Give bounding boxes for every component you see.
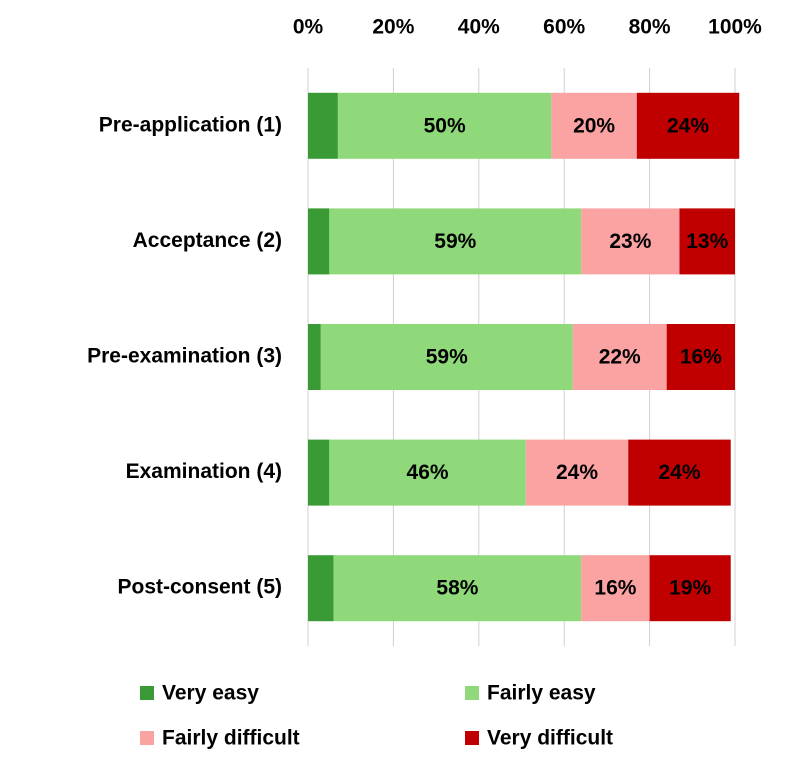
data-label: 46%: [407, 461, 449, 484]
y-tick-label: Acceptance (2): [133, 229, 282, 252]
data-label: 58%: [436, 577, 478, 600]
data-label: 19%: [669, 577, 711, 600]
bar-segment: [525, 439, 629, 506]
bar-segment: [679, 208, 735, 275]
bar-segment: [329, 439, 526, 506]
x-tick-label: 100%: [708, 16, 762, 39]
bar-segment: [308, 555, 334, 622]
legend-swatch: [140, 686, 154, 700]
bar-segment: [333, 555, 582, 622]
bar-segment: [337, 92, 552, 159]
x-tick-label: 60%: [543, 16, 585, 39]
bar-segment: [308, 324, 321, 390]
data-label: 20%: [573, 114, 615, 137]
bar-segment: [628, 439, 731, 506]
y-tick-label: Examination (4): [126, 460, 282, 483]
bar-segment: [308, 208, 330, 275]
data-label: 59%: [434, 230, 476, 253]
legend-swatch: [140, 731, 154, 745]
x-tick-label: 80%: [629, 16, 671, 39]
legend-label: Fairly difficult: [162, 727, 300, 750]
bar-segment: [666, 324, 735, 390]
legend-label: Very difficult: [487, 727, 613, 750]
y-tick-label: Pre-examination (3): [87, 345, 282, 368]
legend-label: Very easy: [162, 682, 259, 705]
legend-swatch: [465, 686, 479, 700]
bar-segment: [572, 324, 667, 390]
bar-segment: [636, 92, 740, 159]
data-label: 23%: [609, 230, 651, 253]
data-label: 13%: [686, 230, 728, 253]
data-label: 24%: [667, 114, 709, 137]
data-label: 50%: [424, 114, 466, 137]
bar-segment: [320, 324, 573, 390]
data-label: 22%: [599, 346, 641, 369]
data-label: 24%: [556, 461, 598, 484]
bar-segment: [581, 208, 680, 275]
bar-segment: [308, 92, 338, 159]
data-label: 16%: [680, 346, 722, 369]
bar-segment: [649, 555, 731, 622]
legend-label: Fairly easy: [487, 682, 596, 705]
data-label: 16%: [594, 577, 636, 600]
x-tick-label: 40%: [458, 16, 500, 39]
bar-segment: [551, 92, 637, 159]
bar-segment: [308, 439, 330, 506]
bar-segment: [581, 555, 650, 622]
bar-segment: [329, 208, 582, 275]
y-tick-label: Pre-application (1): [99, 113, 282, 136]
data-label: 59%: [426, 346, 468, 369]
data-label: 24%: [658, 461, 700, 484]
legend-swatch: [465, 731, 479, 745]
x-tick-label: 20%: [372, 16, 414, 39]
y-tick-label: Post-consent (5): [117, 576, 282, 599]
x-tick-label: 0%: [293, 16, 324, 39]
